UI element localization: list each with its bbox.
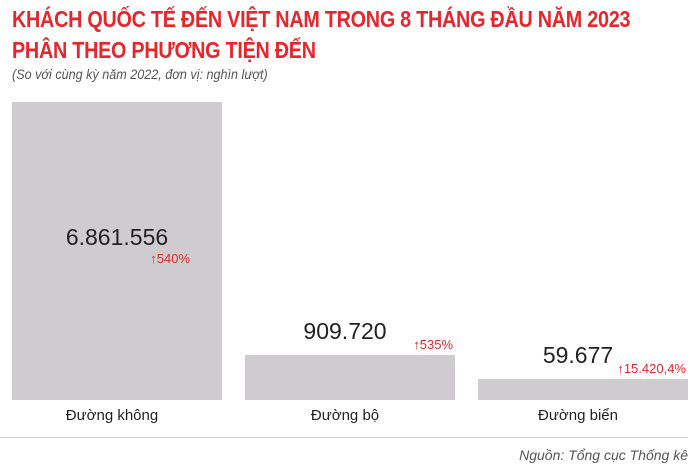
category-label: Đường bộ — [310, 407, 380, 424]
change-label: ↑540% — [150, 251, 190, 266]
value-label: 909.720 — [303, 318, 387, 345]
arrow-up-icon: ↑ — [150, 251, 157, 266]
arrow-up-icon: ↑ — [617, 361, 624, 377]
bar — [245, 355, 455, 400]
category-label: Đường biển — [538, 407, 618, 424]
bar — [478, 379, 688, 400]
arrow-up-icon: ↑ — [413, 337, 420, 353]
value-label: 59.677 — [542, 342, 614, 369]
change-value: 15.420,4% — [623, 361, 686, 377]
divider — [0, 437, 688, 438]
change-value: 540% — [156, 251, 190, 266]
value-label: 6.861.556 — [65, 224, 169, 250]
change-label: ↑15.420,4% — [617, 361, 686, 376]
chart-subtitle: (So với cùng kỳ năm 2022, đơn vị: nghìn … — [12, 66, 268, 82]
category-label: Đường không — [65, 407, 159, 424]
change-label: ↑535% — [413, 337, 453, 352]
bar — [12, 102, 222, 400]
change-value: 535% — [419, 337, 453, 353]
chart-title-line2: PHÂN THEO PHƯƠNG TIỆN ĐẾN — [12, 37, 316, 63]
chart-title-line1: KHÁCH QUỐC TẾ ĐẾN VIỆT NAM TRONG 8 THÁNG… — [12, 6, 631, 32]
source-note: Nguồn: Tổng cục Thống kê — [519, 447, 688, 463]
